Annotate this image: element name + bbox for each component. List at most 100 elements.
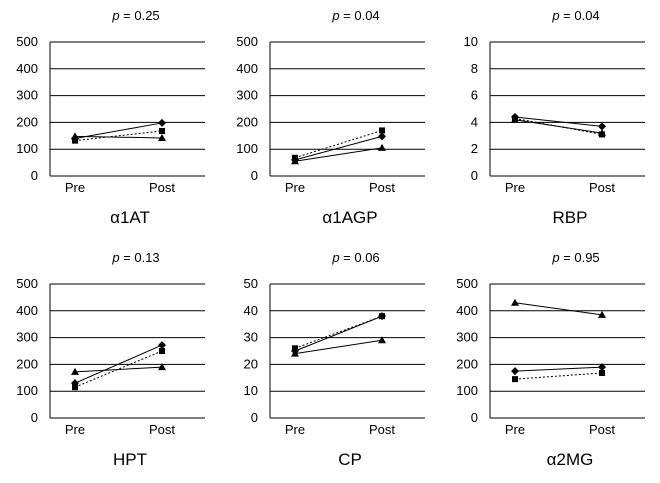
y-tick-label: 2 — [471, 141, 478, 156]
data-point-diamond — [158, 118, 166, 127]
data-point-square — [512, 376, 518, 383]
y-tick-label: 400 — [456, 303, 478, 318]
series-line-triangle — [294, 147, 383, 162]
data-point-triangle — [71, 367, 79, 375]
x-tick-label: Pre — [65, 422, 85, 437]
y-tick-label: 40 — [244, 303, 258, 318]
y-tick-label: 300 — [456, 330, 478, 345]
data-point-triangle — [71, 132, 79, 140]
x-tick-label: Post — [589, 180, 615, 195]
y-tick-label: 4 — [471, 114, 478, 129]
data-point-square — [599, 369, 605, 376]
series-line-diamond — [294, 135, 383, 161]
p-value-label: p = 0.25 — [111, 8, 159, 23]
panel-rbp: p = 0.04 0 2 4 6 8 10 Pre Post RBP — [440, 0, 660, 241]
series-line-triangle — [294, 339, 383, 355]
data-point-square — [292, 345, 298, 352]
chart-title: α1AGP — [322, 208, 377, 227]
x-tick-label: Pre — [285, 422, 305, 437]
panel-hpt: p = 0.13 0 100 200 300 400 500 Pre Post HPT — [0, 242, 220, 483]
chart-title: α2MG — [547, 450, 594, 469]
data-point-square — [379, 127, 385, 134]
p-value-label: p = 0.06 — [331, 250, 379, 265]
x-tick-label: Pre — [505, 180, 525, 195]
chart-title: HPT — [113, 450, 147, 469]
chart-title: α1AT — [110, 208, 150, 227]
chart-svg-a2mg: p = 0.95 0 100 200 300 400 500 Pre Post α2MG — [456, 250, 645, 469]
x-tick-label: Post — [589, 422, 615, 437]
y-tick-label: 500 — [16, 34, 38, 49]
chart-svg-a1agp: p = 0.04 0 100 200 300 400 500 Pre Post α1AGP — [236, 8, 425, 227]
data-point-square — [72, 384, 78, 391]
y-tick-label: 500 — [456, 276, 478, 291]
data-point-diamond — [378, 132, 386, 141]
y-tick-label: 200 — [16, 356, 38, 371]
data-point-diamond — [598, 363, 606, 372]
data-point-triangle — [511, 115, 519, 123]
p-value-label: p = 0.13 — [111, 250, 159, 265]
panel-a2mg: p = 0.95 0 100 200 300 400 500 Pre Post α2MG — [440, 242, 660, 483]
data-point-triangle — [158, 133, 166, 141]
y-tick-label: 300 — [16, 330, 38, 345]
data-point-triangle — [598, 310, 606, 318]
data-point-square — [159, 127, 165, 134]
data-point-square — [72, 137, 78, 144]
y-tick-label: 10 — [464, 34, 478, 49]
series-line-triangle — [514, 119, 603, 134]
series-line-diamond — [294, 315, 383, 352]
panel-a1at: p = 0.25 0 100 200 300 400 500 Pre Post α1AT — [0, 0, 220, 241]
y-tick-label: 30 — [244, 330, 258, 345]
series-line-triangle — [74, 366, 163, 373]
panel-a1agp: p = 0.04 0 100 200 300 400 500 Pre Post α1AGP — [220, 0, 440, 241]
data-point-diamond — [598, 122, 606, 131]
y-tick-label: 0 — [471, 410, 478, 425]
series-line-diamond — [74, 122, 163, 139]
data-point-triangle — [158, 363, 166, 371]
chart-svg-a1at: p = 0.25 0 100 200 300 400 500 Pre Post α1AT — [16, 8, 205, 227]
x-tick-label: Post — [369, 422, 395, 437]
x-tick-label: Post — [149, 180, 175, 195]
y-tick-label: 0 — [31, 168, 38, 183]
data-point-square — [379, 313, 385, 320]
series-line-diamond — [514, 116, 603, 127]
panel-cp: p = 0.06 0 10 20 30 40 50 Pre Post CP — [220, 242, 440, 483]
y-tick-label: 300 — [16, 88, 38, 103]
y-tick-label: 0 — [251, 168, 258, 183]
y-tick-label: 0 — [251, 410, 258, 425]
y-tick-label: 200 — [456, 356, 478, 371]
x-tick-label: Pre — [65, 180, 85, 195]
y-tick-label: 0 — [31, 410, 38, 425]
x-tick-label: Pre — [505, 422, 525, 437]
x-tick-label: Pre — [285, 180, 305, 195]
y-tick-label: 300 — [236, 88, 258, 103]
y-tick-label: 400 — [16, 303, 38, 318]
series-line-square — [294, 315, 383, 349]
y-tick-label: 100 — [456, 383, 478, 398]
y-tick-label: 500 — [16, 276, 38, 291]
data-point-square — [159, 348, 165, 354]
x-tick-label: Post — [369, 180, 395, 195]
y-tick-label: 400 — [16, 61, 38, 76]
data-point-triangle — [378, 336, 386, 344]
data-point-triangle — [291, 157, 299, 165]
y-tick-label: 100 — [16, 141, 38, 156]
p-value-label: p = 0.04 — [551, 8, 599, 23]
y-tick-label: 8 — [471, 61, 478, 76]
series-line-diamond — [514, 366, 603, 372]
p-value-label: p = 0.95 — [551, 250, 599, 265]
y-tick-label: 6 — [471, 88, 478, 103]
y-tick-label: 200 — [16, 114, 38, 129]
y-tick-label: 500 — [236, 34, 258, 49]
series-line-square — [74, 130, 163, 142]
series-line-square — [294, 129, 383, 159]
series-line-triangle — [514, 302, 603, 316]
series-line-square — [514, 372, 603, 380]
data-point-triangle — [598, 129, 606, 137]
data-point-diamond — [511, 367, 519, 376]
series-line-triangle — [74, 135, 163, 139]
chart-title: RBP — [553, 208, 588, 227]
chart-svg-cp: p = 0.06 0 10 20 30 40 50 Pre Post CP — [244, 250, 425, 469]
chart-title: CP — [338, 450, 362, 469]
